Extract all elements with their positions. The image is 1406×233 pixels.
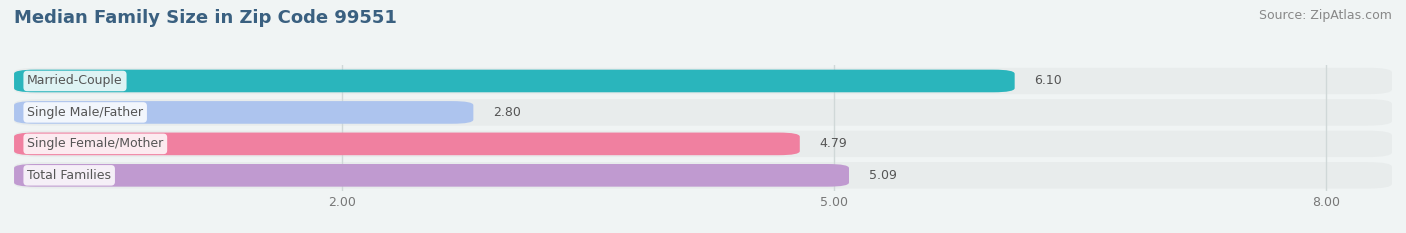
Text: Married-Couple: Married-Couple xyxy=(27,75,122,87)
FancyBboxPatch shape xyxy=(14,70,1015,92)
Text: 4.79: 4.79 xyxy=(820,137,848,150)
FancyBboxPatch shape xyxy=(14,101,474,124)
FancyBboxPatch shape xyxy=(14,131,1392,157)
FancyBboxPatch shape xyxy=(14,133,800,155)
FancyBboxPatch shape xyxy=(14,162,1392,188)
FancyBboxPatch shape xyxy=(14,99,1392,126)
FancyBboxPatch shape xyxy=(14,164,849,187)
Text: Median Family Size in Zip Code 99551: Median Family Size in Zip Code 99551 xyxy=(14,9,396,27)
Text: Source: ZipAtlas.com: Source: ZipAtlas.com xyxy=(1258,9,1392,22)
Text: 2.80: 2.80 xyxy=(494,106,520,119)
Text: 6.10: 6.10 xyxy=(1035,75,1062,87)
Text: Single Male/Father: Single Male/Father xyxy=(27,106,143,119)
Text: Single Female/Mother: Single Female/Mother xyxy=(27,137,163,150)
FancyBboxPatch shape xyxy=(14,68,1392,94)
Text: Total Families: Total Families xyxy=(27,169,111,182)
Text: 5.09: 5.09 xyxy=(869,169,897,182)
